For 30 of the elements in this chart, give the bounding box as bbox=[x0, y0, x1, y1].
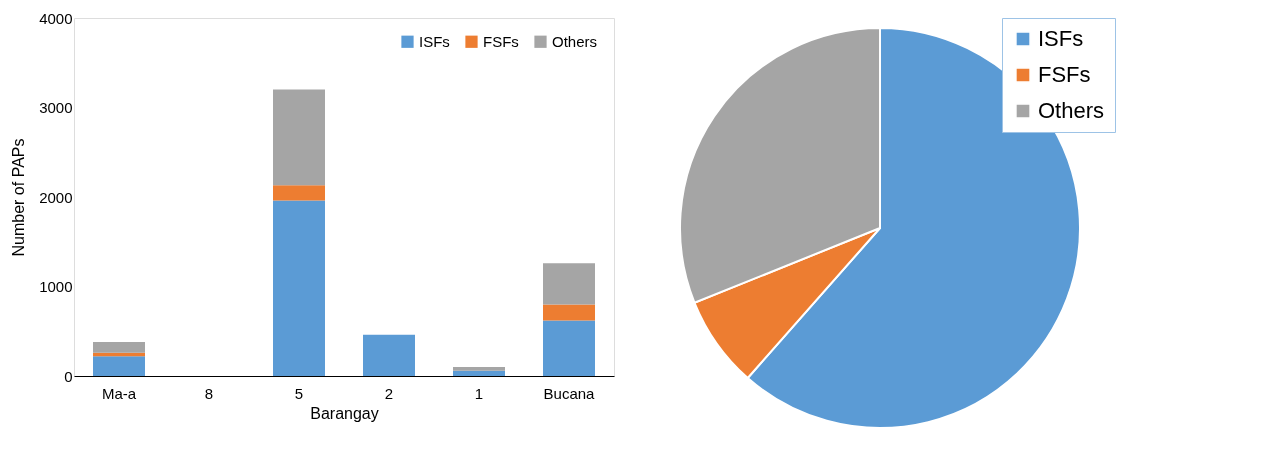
y-tick-label: 1000 bbox=[39, 278, 73, 295]
x-axis-title: Barangay bbox=[310, 404, 379, 422]
y-tick-label: 2000 bbox=[39, 188, 73, 206]
bar bbox=[543, 304, 595, 321]
bar bbox=[273, 185, 325, 201]
y-tick-label: 4000 bbox=[39, 9, 73, 27]
bar bbox=[273, 200, 325, 376]
legend-label: Others bbox=[1038, 98, 1105, 123]
y-tick-label: 0 bbox=[64, 367, 73, 385]
bar bbox=[363, 334, 415, 376]
y-tick-label: 3000 bbox=[39, 99, 73, 116]
x-tick-label: Bucana bbox=[543, 384, 596, 402]
x-tick-label: 2 bbox=[384, 384, 394, 402]
legend-label: ISFs bbox=[419, 32, 450, 50]
bar bbox=[93, 341, 145, 353]
bar bbox=[273, 89, 325, 186]
bar bbox=[453, 370, 505, 376]
x-tick-label: Ma-a bbox=[101, 384, 137, 402]
x-tick-label: 5 bbox=[294, 384, 304, 402]
legend-label: Others bbox=[552, 32, 598, 50]
x-tick-label: 1 bbox=[474, 384, 484, 402]
bar bbox=[453, 367, 505, 371]
bar bbox=[93, 356, 145, 376]
legend-label: FSFs bbox=[1038, 62, 1091, 87]
bar bbox=[543, 263, 595, 305]
y-axis-title: Number of PAPs bbox=[10, 138, 28, 257]
legend-label: ISFs bbox=[1038, 26, 1084, 51]
legend-label: FSFs bbox=[483, 32, 519, 50]
x-tick-label: 8 bbox=[204, 384, 214, 402]
bar bbox=[543, 320, 595, 376]
